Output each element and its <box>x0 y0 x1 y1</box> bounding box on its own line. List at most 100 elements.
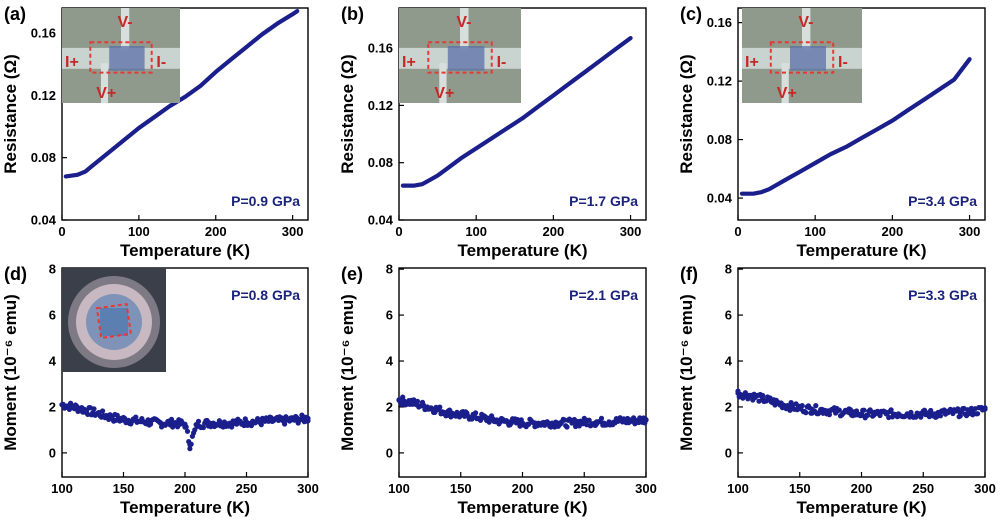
x-tick-label: 100 <box>51 481 73 496</box>
x-tick-label: 300 <box>297 481 319 496</box>
data-point <box>170 420 176 426</box>
data-point <box>594 419 600 425</box>
y-tick-label: 0.12 <box>31 88 56 103</box>
data-point <box>895 411 902 417</box>
data-point <box>59 402 65 408</box>
data-point <box>846 410 852 416</box>
x-axis-label: Temperature (K) <box>120 241 250 260</box>
y-axis-label: Resistance (Ω) <box>1 54 20 173</box>
y-tick-label: 8 <box>725 262 732 277</box>
data-point <box>955 406 961 412</box>
x-tick-label: 100 <box>727 481 749 496</box>
panel-e: 100 150 200 250 300 0 2 4 6 8 Temperature (K) Momen… <box>338 262 657 517</box>
panel-label: (b) <box>341 4 364 24</box>
data-point <box>975 411 981 417</box>
x-tick-label: 200 <box>512 481 534 496</box>
y-tick-label: 0 <box>725 445 732 460</box>
y-axis-label: Resistance (Ω) <box>338 54 357 173</box>
x-tick-label: 0 <box>734 224 741 239</box>
y-tick-label: 2 <box>386 399 393 414</box>
data-line <box>63 9 300 179</box>
inset-electrode-top <box>802 8 811 51</box>
data-point <box>937 413 944 419</box>
panel-label: (c) <box>680 4 702 24</box>
data-point <box>421 403 427 409</box>
y-tick-label: 0.08 <box>368 155 393 170</box>
x-tick-label: 200 <box>851 481 873 496</box>
inset-electrode-bottom <box>439 63 447 103</box>
data-point <box>544 420 550 426</box>
data-point <box>200 424 206 431</box>
inset-label-v-plus: V+ <box>777 85 797 102</box>
inset-dashed-box <box>769 41 835 74</box>
data-point <box>120 417 127 423</box>
y-tick-label: 4 <box>49 354 57 369</box>
axes-frame <box>398 7 647 221</box>
y-tick-label: 2 <box>49 399 56 414</box>
y-tick-label: 6 <box>386 308 393 323</box>
inset-dashed-box <box>427 41 493 74</box>
y-tick-label: 0 <box>49 445 56 460</box>
data-point <box>219 420 225 426</box>
x-tick-label: 250 <box>912 481 934 496</box>
inset-label-v-minus: V- <box>798 14 813 31</box>
inset-label-v-minus: V- <box>117 14 132 31</box>
y-tick-label: 8 <box>49 262 56 277</box>
y-tick-label: 0.16 <box>707 15 732 30</box>
x-tick-label: 150 <box>113 481 135 496</box>
data-point <box>293 417 299 423</box>
data-point <box>569 420 575 426</box>
inset-dashed-box <box>89 41 153 74</box>
inset-electrode-top <box>121 8 130 51</box>
x-tick-label: 300 <box>635 481 657 496</box>
data-point <box>945 410 951 416</box>
x-axis-label: Temperature (K) <box>457 498 587 517</box>
x-tick-label: 150 <box>450 481 472 496</box>
x-tick-label: 200 <box>882 224 904 239</box>
pressure-annotation: P=3.3 GPa <box>908 287 977 303</box>
data-point <box>858 411 865 417</box>
data-point <box>133 414 139 420</box>
data-point <box>834 408 840 415</box>
x-tick-label: 300 <box>282 224 304 239</box>
panel-b: 0 100 200 300 0.04 0.08 0.12 0.16 Temperature (K… <box>338 4 647 260</box>
x-tick-label: 200 <box>174 481 196 496</box>
data-point <box>108 414 114 420</box>
inset-photo: V- I+ I- V+ <box>742 8 862 103</box>
data-point <box>631 418 637 424</box>
data-point <box>96 411 102 417</box>
pressure-annotation: P=0.9 GPa <box>231 193 300 209</box>
data-point <box>445 410 451 416</box>
x-tick-label: 100 <box>388 481 410 496</box>
x-axis-label: Temperature (K) <box>120 498 250 517</box>
pressure-annotation: P=0.8 GPa <box>231 287 300 303</box>
data-point <box>826 412 833 418</box>
data-point <box>581 419 587 425</box>
data-point <box>182 421 188 427</box>
inset-label-i-plus: I+ <box>65 54 79 71</box>
data-point <box>396 397 402 403</box>
data-point <box>84 407 90 413</box>
data-point <box>784 403 791 409</box>
data-line <box>739 57 972 196</box>
y-tick-label: 0.12 <box>707 74 732 89</box>
inset-label-v-minus: V- <box>456 14 471 31</box>
y-tick-label: 4 <box>725 354 733 369</box>
data-point <box>91 406 97 412</box>
data-point <box>486 419 492 425</box>
panel-a: 0 100 200 300 0.04 0.08 0.12 0.16 Temperature (K… <box>1 4 309 260</box>
y-axis-label: Moment (10⁻⁶ emu) <box>1 294 20 451</box>
y-tick-label: 0.16 <box>31 25 56 40</box>
y-tick-label: 8 <box>386 262 393 277</box>
inset-label-i-minus: I- <box>497 54 507 71</box>
inset-label-i-minus: I- <box>156 54 166 71</box>
y-tick-label: 0.04 <box>368 213 394 228</box>
data-point <box>908 411 914 417</box>
y-axis-label: Moment (10⁻⁶ emu) <box>677 294 696 451</box>
data-point <box>809 406 815 412</box>
panel-f: 100 150 200 250 300 0 2 4 6 8 Temperature (K) Momen… <box>677 262 996 517</box>
data-point <box>100 408 106 414</box>
y-tick-label: 0 <box>386 445 393 460</box>
x-tick-label: 150 <box>789 481 811 496</box>
y-tick-label: 2 <box>725 399 732 414</box>
